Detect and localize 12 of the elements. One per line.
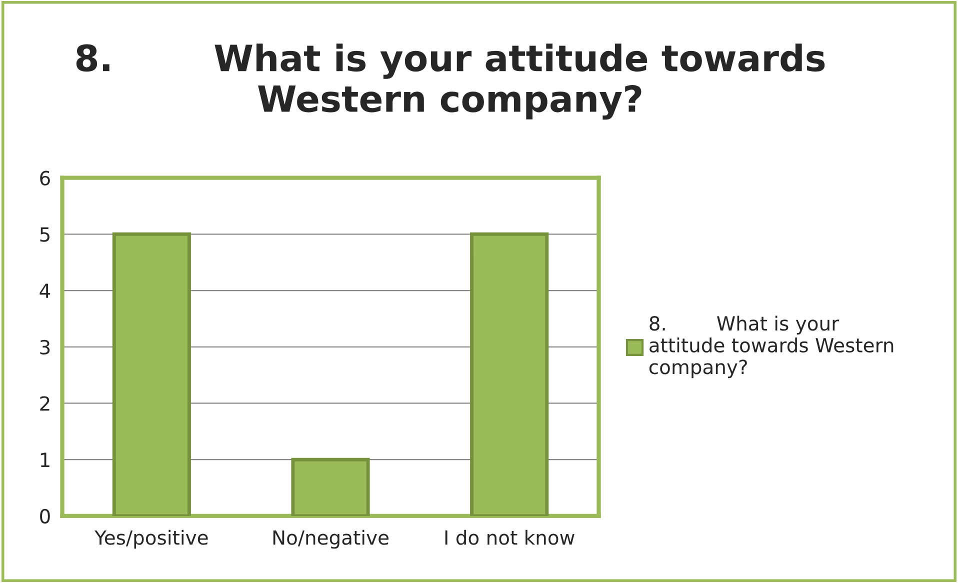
y-tick-label: 6 xyxy=(40,170,50,186)
x-tick-label: I do not know xyxy=(445,530,574,545)
x-tick-label: Yes/positive xyxy=(94,530,208,549)
y-tick-label: 0 xyxy=(40,508,50,524)
legend-label: 8. What is your attitude towards Western company? xyxy=(649,316,894,378)
x-tick-label: No/negative xyxy=(273,530,388,549)
y-tick-label: 4 xyxy=(40,284,50,298)
y-tick-label: 2 xyxy=(40,396,50,411)
chart-title: 8. What is your attitude towards Western company? xyxy=(76,44,825,120)
y-tick-label: 1 xyxy=(40,452,50,467)
y-tick-label: 3 xyxy=(40,340,50,355)
y-tick-label: 5 xyxy=(40,227,50,242)
